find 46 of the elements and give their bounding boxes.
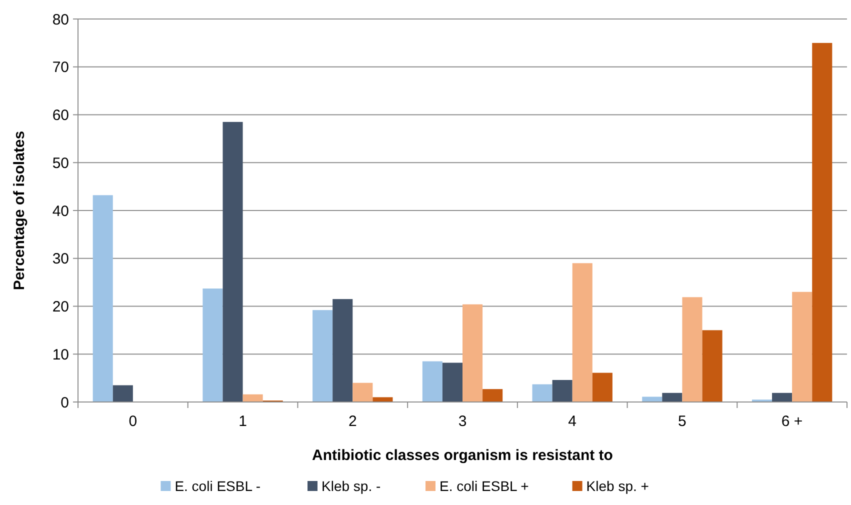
x-tick-label: 0 bbox=[128, 413, 138, 430]
bar bbox=[312, 310, 333, 402]
bar bbox=[682, 297, 702, 402]
bar bbox=[592, 372, 612, 402]
y-axis-title: Percentage of isolates bbox=[11, 130, 28, 290]
x-tick-label: 5 bbox=[678, 413, 686, 430]
y-tick-label: 0 bbox=[60, 394, 69, 412]
y-tick-label: 10 bbox=[52, 346, 69, 364]
y-tick-label: 60 bbox=[52, 107, 69, 124]
bar bbox=[702, 330, 722, 402]
legend-label: Kleb sp. + bbox=[586, 478, 649, 494]
bar bbox=[792, 292, 812, 402]
bar bbox=[112, 385, 133, 402]
bar bbox=[222, 122, 243, 402]
bar bbox=[552, 380, 572, 402]
bar bbox=[572, 263, 592, 402]
bar bbox=[462, 304, 483, 402]
bar bbox=[772, 392, 792, 402]
legend-label: E. coli ESBL - bbox=[174, 478, 261, 494]
bar bbox=[372, 397, 393, 402]
x-tick-label: 6 + bbox=[781, 413, 803, 430]
bar bbox=[482, 389, 503, 402]
bar bbox=[442, 362, 462, 402]
y-tick-label: 80 bbox=[52, 11, 69, 28]
x-tick-label: 4 bbox=[568, 413, 577, 430]
y-tick-label: 30 bbox=[52, 250, 69, 268]
y-tick-label: 70 bbox=[52, 59, 69, 76]
bar bbox=[812, 42, 832, 402]
x-tick-label: 3 bbox=[458, 413, 467, 430]
x-tick-label: 1 bbox=[238, 413, 247, 430]
bar bbox=[92, 195, 113, 402]
bar bbox=[532, 384, 552, 402]
legend-label: Kleb sp. - bbox=[322, 478, 381, 494]
y-tick-label: 50 bbox=[52, 154, 69, 172]
bar bbox=[642, 396, 662, 402]
bar bbox=[242, 394, 263, 402]
bar bbox=[332, 299, 353, 402]
legend-label: E. coli ESBL + bbox=[440, 478, 529, 494]
y-tick-label: 20 bbox=[52, 298, 69, 316]
bar bbox=[662, 392, 682, 402]
bar bbox=[202, 288, 223, 402]
x-axis-title: Antibiotic classes organism is resistant to bbox=[312, 447, 613, 464]
y-tick-label: 40 bbox=[52, 202, 69, 220]
bar bbox=[352, 382, 373, 402]
x-tick-label: 2 bbox=[348, 413, 357, 430]
bar bbox=[422, 361, 442, 402]
